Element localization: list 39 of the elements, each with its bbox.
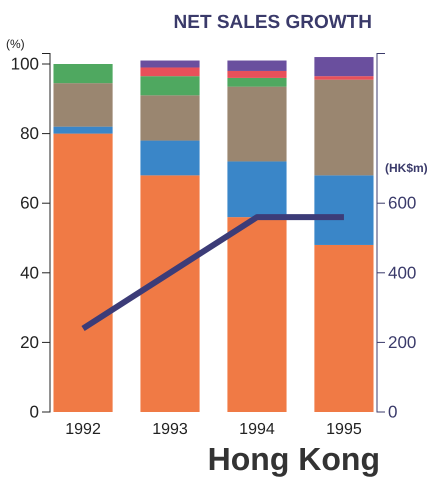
bar [227, 78, 287, 87]
bar [227, 60, 287, 71]
y2-tick-label: 0 [388, 402, 398, 422]
x-tick-label: 1995 [326, 421, 362, 438]
bar [227, 86, 287, 162]
y-tick-label: 60 [20, 194, 39, 213]
bar [140, 175, 200, 412]
y2-tick-label: 200 [388, 332, 416, 352]
y2-tick-label: 600 [388, 194, 416, 213]
bar [227, 217, 287, 412]
x-tick-label: 1994 [239, 421, 275, 438]
bar [314, 76, 374, 80]
y2-axis-title: (HK$m) [385, 161, 428, 175]
y2-tick-label: 400 [388, 263, 416, 282]
bar [53, 83, 113, 127]
bar [140, 140, 200, 176]
bar [140, 95, 200, 141]
bar [53, 126, 113, 134]
bar [227, 70, 287, 78]
y-axis-title: (%) [6, 37, 25, 51]
bar [314, 244, 374, 412]
text: Hong Kong [208, 441, 380, 477]
bar [140, 67, 200, 76]
bar [53, 64, 113, 84]
chart-title: NET SALES GROWTH [174, 12, 372, 33]
x-tick-label: 1992 [65, 421, 101, 438]
bar [140, 60, 200, 68]
bar [140, 76, 200, 96]
x-tick-label: 1993 [152, 421, 188, 438]
y-tick-label: 100 [10, 54, 39, 74]
bar [53, 134, 113, 412]
bar [227, 161, 287, 218]
y-tick-label: 40 [20, 263, 39, 282]
bar [314, 57, 374, 76]
bar [314, 175, 374, 245]
y-tick-label: 0 [30, 402, 39, 422]
y-tick-label: 80 [20, 124, 39, 144]
bar [314, 80, 374, 176]
y-tick-label: 20 [20, 332, 39, 352]
